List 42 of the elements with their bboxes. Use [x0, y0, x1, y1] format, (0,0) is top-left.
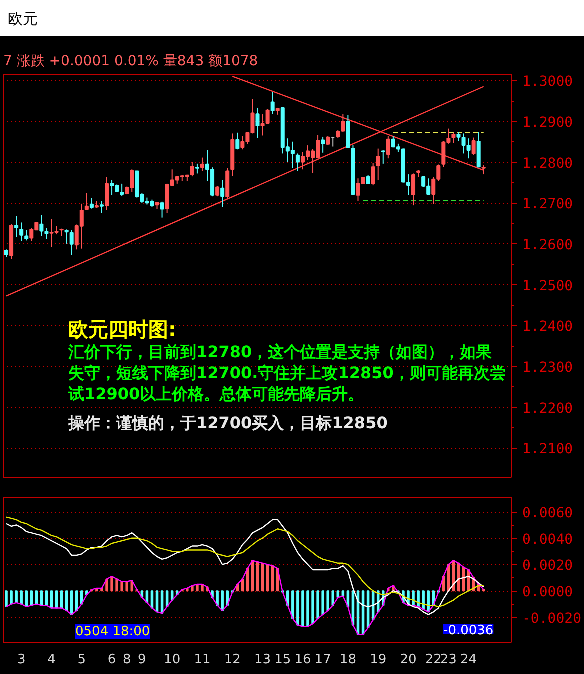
annotation: 试12900以上价格。总体可能先降后升。	[68, 384, 364, 404]
x-tick-label: 9	[138, 652, 146, 668]
y-tick-label: 1.2400	[522, 319, 574, 336]
x-tick-label: 10	[164, 652, 181, 668]
y-tick-label: 0.0000	[522, 584, 574, 601]
x-tick-label: 13	[254, 652, 272, 668]
y-tick-label: 1.2600	[522, 237, 574, 254]
annotation: 操作：谨慎的，于12700买入，目标12850	[68, 414, 388, 432]
x-tick-label: 18	[340, 652, 356, 668]
y-tick-label: 0.0040	[522, 532, 574, 548]
x-tick-label: 22	[425, 652, 442, 668]
x-tick-label: 12	[224, 652, 241, 668]
chart-title: 欧元	[8, 9, 38, 30]
y-tick-label: 1.2100	[522, 442, 574, 458]
x-tick-label: 8	[122, 652, 132, 668]
y-tick-label: 0.0060	[522, 506, 574, 522]
y-tick-label: 1.2300	[522, 360, 574, 376]
annotation: 失守，短线下降到12700.守住并上攻12850，则可能再次尝	[68, 364, 506, 382]
y-tick-label: -0.0020	[522, 610, 582, 627]
y-tick-label: 1.2800	[522, 156, 574, 172]
y-tick-label: 1.2700	[522, 196, 574, 213]
y-tick-label: 1.3000	[522, 74, 574, 90]
y-tick-label: 0.0020	[522, 558, 574, 574]
y-tick-label: 1.2500	[522, 278, 574, 294]
annotation: 汇价下行，目前到12780，这个位置是支持（如图），如果	[68, 342, 494, 362]
y-tick-label: 1.2900	[522, 114, 574, 131]
x-tick-label: 20	[400, 652, 417, 668]
x-tick-label: 4	[48, 652, 56, 668]
x-tick-label: 19	[370, 652, 387, 668]
x-tick-label: 6	[108, 652, 116, 668]
x-tick-label: 5	[78, 652, 86, 668]
x-tick-label: 23	[440, 652, 457, 668]
x-tick-label: 15	[274, 652, 292, 668]
chart-subtitle: 7 涨跌 +0.0001 0.01% 量843 额1078	[4, 54, 258, 70]
annotation: 0504 18:00	[76, 624, 150, 640]
x-tick-label: 16	[294, 652, 312, 668]
x-tick-label: 3	[17, 652, 26, 668]
annotation: 欧元四时图:	[68, 318, 176, 342]
x-tick-label: 17	[314, 652, 332, 668]
x-tick-label: 11	[194, 652, 211, 668]
x-tick-label: 24	[460, 652, 478, 668]
y-tick-label: 1.2200	[522, 400, 574, 417]
